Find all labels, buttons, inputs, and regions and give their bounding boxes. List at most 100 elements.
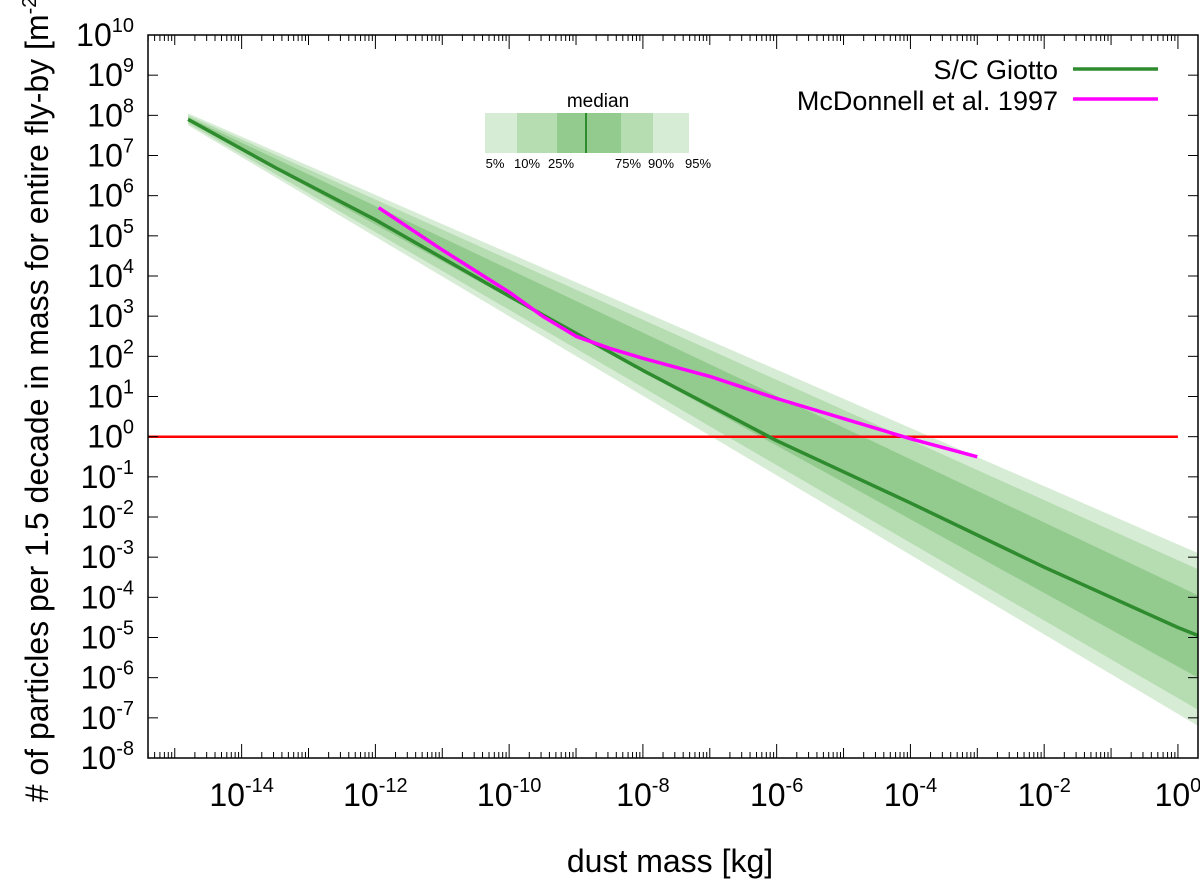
x-tick-base: 10 <box>343 777 379 813</box>
y-tick-exponent: -5 <box>116 618 134 640</box>
y-tick-label: 109 <box>87 55 134 93</box>
y-tick-base: 10 <box>87 379 123 415</box>
x-tick-exponent: -10 <box>512 775 541 797</box>
y-tick-exponent: -2 <box>116 497 134 519</box>
y-tick-label: 100 <box>87 417 134 455</box>
inset-percentile-label: 90% <box>648 156 674 171</box>
y-tick-label: 107 <box>87 136 134 174</box>
inset-title: median <box>567 91 629 112</box>
y-tick-exponent: -3 <box>116 537 134 559</box>
inset-percentile-label: 75% <box>615 156 641 171</box>
y-tick-base: 10 <box>81 740 117 776</box>
y-tick-base: 10 <box>81 700 117 736</box>
y-tick-base: 10 <box>81 499 117 535</box>
y-tick-base: 10 <box>87 419 123 455</box>
inset-percentile-label: 95% <box>685 156 711 171</box>
y-tick-label: 10-2 <box>81 497 134 535</box>
y-tick-label: 10-4 <box>81 577 134 615</box>
band-10-90 <box>188 115 1199 710</box>
y-tick-exponent: 7 <box>123 136 134 158</box>
axis-ticks <box>147 34 1198 759</box>
y-tick-exponent: -7 <box>116 698 134 720</box>
y-tick-base: 10 <box>87 138 123 174</box>
y-tick-label: 105 <box>87 216 134 254</box>
y-tick-base: 10 <box>81 459 117 495</box>
data-lines <box>148 117 1199 638</box>
y-tick-label: 10-5 <box>81 618 134 656</box>
y-tick-label: 103 <box>87 296 134 334</box>
y-tick-label: 10-6 <box>81 658 134 696</box>
y-tick-exponent: -6 <box>116 658 134 680</box>
x-tick-base: 10 <box>616 777 652 813</box>
y-tick-label: 10-7 <box>81 698 134 736</box>
x-tick-exponent: -2 <box>1053 775 1071 797</box>
y-tick-exponent: -4 <box>116 577 134 599</box>
x-tick-label: 10-14 <box>209 775 273 813</box>
inset-band-segment <box>557 113 621 153</box>
x-tick-label: 10-2 <box>1017 775 1070 813</box>
inset-band-segment <box>485 113 517 153</box>
y-tick-label: 101 <box>87 377 134 415</box>
x-tick-label: 10-4 <box>884 775 937 813</box>
x-tick-base: 10 <box>1155 777 1191 813</box>
y-tick-exponent: 8 <box>123 95 134 117</box>
y-tick-base: 10 <box>87 218 123 254</box>
y-tick-exponent: 1 <box>123 377 134 399</box>
y-tick-exponent: 6 <box>123 176 134 198</box>
y-axis-label: # of particles per 1.5 decade in mass fo… <box>19 0 55 802</box>
x-tick-base: 10 <box>750 777 786 813</box>
x-tick-label: 10-6 <box>750 775 803 813</box>
y-tick-base: 10 <box>81 660 117 696</box>
y-tick-exponent: 3 <box>123 296 134 318</box>
y-tick-label: 104 <box>87 256 134 294</box>
y-tick-exponent: 0 <box>123 417 134 439</box>
y-tick-base: 10 <box>81 620 117 656</box>
y-tick-label: 1010 <box>76 15 134 53</box>
y-tick-label: 106 <box>87 176 134 214</box>
x-tick-base: 10 <box>477 777 513 813</box>
inset-percentile-label: 10% <box>514 156 540 171</box>
y-tick-label: 108 <box>87 95 134 133</box>
x-tick-label: 100 <box>1155 775 1200 813</box>
x-tick-exponent: -6 <box>786 775 804 797</box>
y-tick-base: 10 <box>81 539 117 575</box>
y-tick-exponent: -1 <box>116 457 134 479</box>
y-tick-exponent: 9 <box>123 55 134 77</box>
y-tick-base: 10 <box>87 178 123 214</box>
inset-percentile-label: 25% <box>548 156 574 171</box>
y-axis-label-main: # of particles per 1.5 decade in mass fo… <box>19 14 55 802</box>
y-tick-exponent: 4 <box>123 256 134 278</box>
y-tick-label: 10-3 <box>81 537 134 575</box>
legend: S/C Giotto McDonnell et al. 1997 <box>797 55 1158 116</box>
legend-label-giotto: S/C Giotto <box>933 55 1058 85</box>
x-tick-exponent: -12 <box>379 775 408 797</box>
percentile-bands <box>188 113 1199 726</box>
y-tick-exponent: -8 <box>116 738 134 760</box>
x-tick-label: 10-10 <box>477 775 542 813</box>
x-tick-exponent: -8 <box>652 775 670 797</box>
series-line-giotto-median <box>187 117 1199 638</box>
inset-band-segment <box>621 113 653 153</box>
x-tick-label: 10-8 <box>616 775 669 813</box>
y-tick-base: 10 <box>87 97 123 133</box>
y-tick-label: 10-1 <box>81 457 134 495</box>
y-tick-label: 102 <box>87 336 134 374</box>
tick-labels: 101010910810710610510410310210110010-110… <box>76 15 1200 813</box>
y-axis-label-exponent: -2 <box>19 0 41 14</box>
y-tick-exponent: 2 <box>123 336 134 358</box>
x-tick-base: 10 <box>209 777 245 813</box>
x-tick-base: 10 <box>1017 777 1053 813</box>
inset-percentile-label: 5% <box>486 156 505 171</box>
x-tick-exponent: -14 <box>245 775 274 797</box>
series-line-mcdonnell <box>377 206 978 459</box>
legend-label-mcdonnell: McDonnell et al. 1997 <box>797 86 1058 116</box>
y-tick-base: 10 <box>87 298 123 334</box>
y-tick-exponent: 10 <box>112 15 134 37</box>
y-tick-base: 10 <box>81 579 117 615</box>
x-tick-label: 10-12 <box>343 775 408 813</box>
y-tick-label: 10-8 <box>81 738 134 776</box>
x-tick-base: 10 <box>884 777 920 813</box>
y-tick-base: 10 <box>87 57 123 93</box>
y-tick-base: 10 <box>76 17 112 53</box>
